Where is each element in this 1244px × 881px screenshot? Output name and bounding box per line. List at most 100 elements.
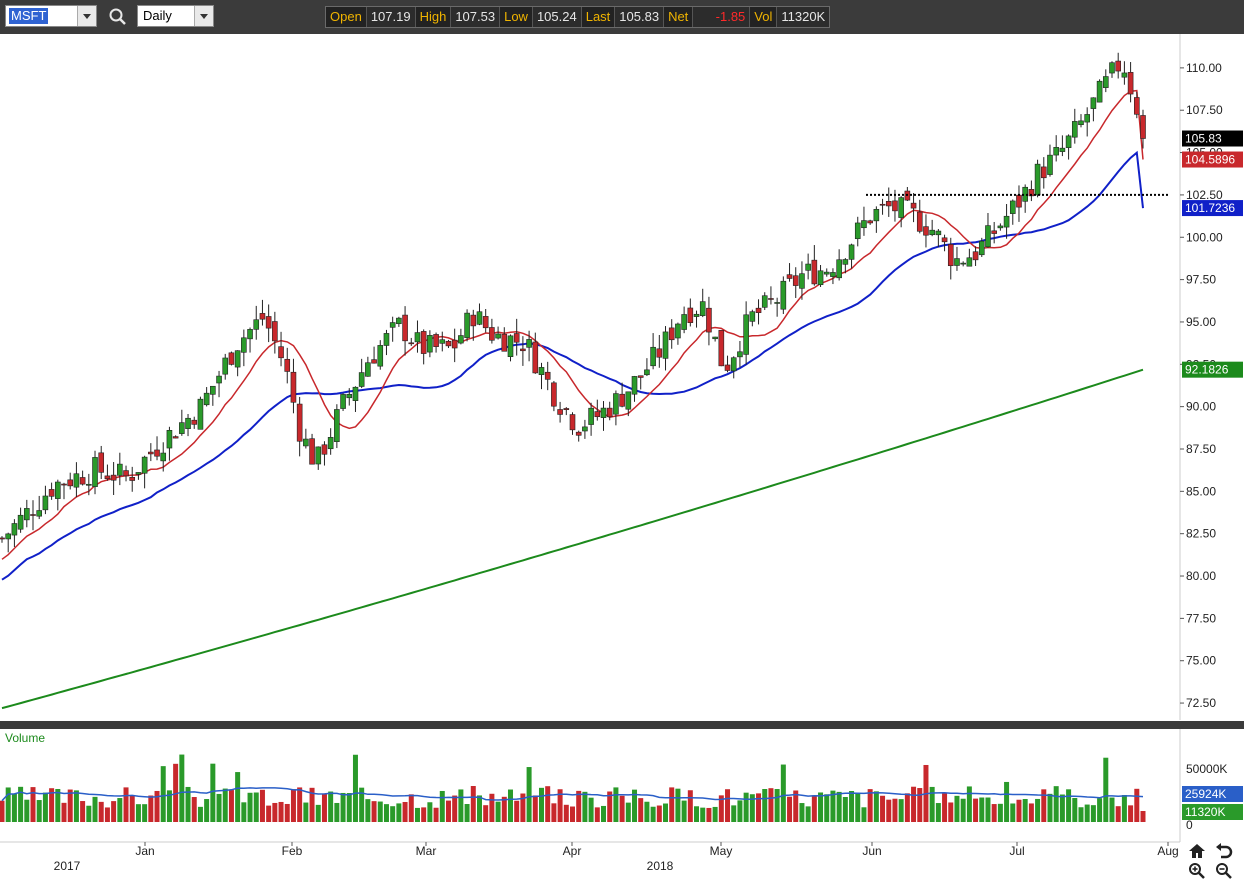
volume-bar <box>166 790 172 822</box>
volume-bar <box>849 790 855 822</box>
quote-high-value: 107.53 <box>451 7 501 27</box>
candle <box>123 470 129 477</box>
zoom-in-icon[interactable] <box>1188 862 1206 880</box>
candle <box>687 307 694 323</box>
volume-bar <box>346 793 352 822</box>
volume-tag-last <box>1182 804 1243 820</box>
volume-bar <box>309 787 315 822</box>
volume-bar <box>228 790 234 822</box>
volume-bar <box>638 798 644 822</box>
candle <box>61 483 67 486</box>
candle <box>259 313 266 320</box>
price-tag-ma_slow <box>1182 361 1243 378</box>
period-dropdown-button[interactable] <box>194 6 213 26</box>
candle <box>935 230 942 236</box>
volume-bar <box>334 802 340 822</box>
volume-bar <box>148 795 154 822</box>
quote-last-value: 105.83 <box>615 7 665 27</box>
candle <box>272 321 278 342</box>
candle <box>575 431 582 436</box>
volume-bar <box>731 805 737 822</box>
volume-bar <box>173 763 179 822</box>
volume-bar <box>104 807 110 822</box>
candle <box>55 481 61 499</box>
volume-bar <box>718 795 724 822</box>
zoom-out-icon[interactable] <box>1215 862 1233 880</box>
volume-bar <box>1115 806 1121 822</box>
volume-bar <box>402 801 408 822</box>
candle <box>5 533 12 540</box>
volume-bar <box>607 791 613 822</box>
undo-icon[interactable] <box>1215 842 1233 860</box>
home-icon[interactable] <box>1188 842 1206 860</box>
search-icon[interactable] <box>108 7 128 27</box>
candle <box>414 332 421 343</box>
volume-bar <box>1078 807 1084 822</box>
candle <box>830 272 836 277</box>
candle <box>1121 72 1128 78</box>
candle <box>98 452 105 473</box>
quote-net-value: -1.85 <box>693 7 751 27</box>
volume-ytick-high: 50000K <box>1186 762 1227 776</box>
candle <box>489 327 495 341</box>
volume-bar <box>390 806 396 822</box>
volume-bar <box>1016 799 1022 822</box>
price-tag-ma_fast <box>1182 151 1243 168</box>
candle <box>594 411 601 418</box>
volume-bar <box>18 786 24 822</box>
volume-bar <box>954 795 960 822</box>
candle <box>668 327 675 341</box>
candle <box>303 438 309 447</box>
period-select[interactable]: Daily <box>137 5 214 27</box>
volume-bar <box>960 798 966 822</box>
candle <box>104 475 111 480</box>
candle <box>191 419 198 425</box>
volume-bar <box>743 792 749 822</box>
volume-bar <box>886 799 892 822</box>
symbol-input[interactable]: MSFT <box>5 5 97 27</box>
volume-bar <box>142 804 148 822</box>
volume-bar <box>594 807 600 822</box>
volume-bar <box>1103 757 1109 822</box>
volume-bar <box>5 787 11 822</box>
candle <box>0 537 5 540</box>
volume-bar <box>694 806 700 822</box>
candle <box>991 230 997 234</box>
volume-average-line <box>1 787 1144 802</box>
volume-bar <box>545 786 551 822</box>
volume-bar <box>160 766 166 822</box>
volume-bar <box>570 806 575 822</box>
symbol-dropdown-button[interactable] <box>77 6 96 26</box>
volume-bar <box>557 789 563 822</box>
volume-bar <box>365 799 371 822</box>
candle <box>315 446 322 465</box>
candle <box>389 322 396 328</box>
candle <box>954 258 960 266</box>
candle <box>768 298 774 300</box>
volume-bar <box>36 800 42 822</box>
price-chart[interactable]: 110.00107.50105.00102.50100.0097.5095.00… <box>0 34 1244 881</box>
candle <box>427 335 433 353</box>
candle <box>997 225 1004 229</box>
volume-bar <box>111 801 117 822</box>
candle <box>445 340 452 347</box>
candle <box>582 426 588 432</box>
chart-area[interactable]: 110.00107.50105.00102.50100.0097.5095.00… <box>0 34 1244 881</box>
volume-bar <box>861 807 867 822</box>
candle <box>17 514 24 530</box>
candle <box>334 409 340 442</box>
volume-bar <box>117 798 123 822</box>
price-tag-label-last: 105.83 <box>1185 132 1222 146</box>
volume-bar <box>1072 797 1078 822</box>
candle <box>637 375 644 378</box>
symbol-text: MSFT <box>9 8 49 24</box>
volume-bar <box>619 795 625 822</box>
volume-bar <box>985 797 991 822</box>
volume-bar <box>1084 804 1090 822</box>
candle <box>600 407 607 418</box>
volume-bar <box>663 803 669 822</box>
candle <box>706 307 712 333</box>
candle <box>656 348 663 358</box>
volume-bar <box>768 788 774 822</box>
volume-bar <box>973 798 979 822</box>
